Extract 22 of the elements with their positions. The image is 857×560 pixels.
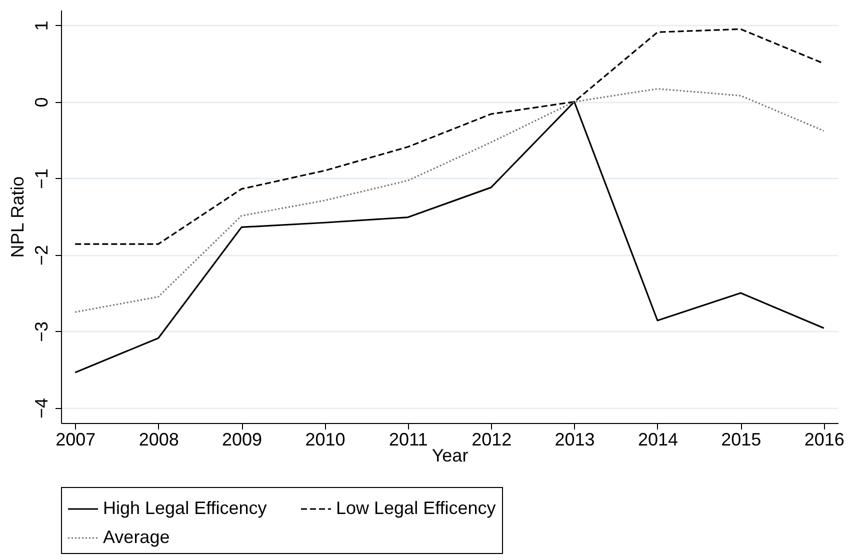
line-series — [74, 88, 825, 313]
x-tick-label: 2010 — [305, 430, 346, 450]
legend-label: High Legal Efficency — [103, 498, 267, 518]
y-tick-label: −2 — [32, 244, 52, 266]
x-tick-label: 2007 — [56, 430, 96, 450]
x-tick-label: 2011 — [389, 430, 428, 450]
x-axis-title: Year — [432, 446, 468, 466]
y-tick-label: −4 — [32, 398, 52, 418]
x-tick-label: 2014 — [638, 430, 678, 450]
legend-label: Average — [103, 527, 170, 547]
y-tick-label: −3 — [32, 321, 52, 342]
x-tick-label: 2013 — [554, 430, 595, 450]
x-tick-label: 2016 — [804, 430, 844, 450]
legend-label: Low Legal Efficency — [336, 498, 496, 518]
y-tick-label: −1 — [32, 168, 52, 190]
x-tick-label: 2008 — [138, 430, 179, 450]
y-tick-label: 1 — [32, 20, 52, 31]
y-tick-label: 0 — [32, 97, 52, 108]
x-tick-label: 2009 — [222, 430, 262, 450]
x-tick-label: 2015 — [721, 430, 762, 450]
x-tick-label: 2012 — [472, 430, 512, 450]
y-axis-title: NPL Ratio — [8, 176, 28, 258]
